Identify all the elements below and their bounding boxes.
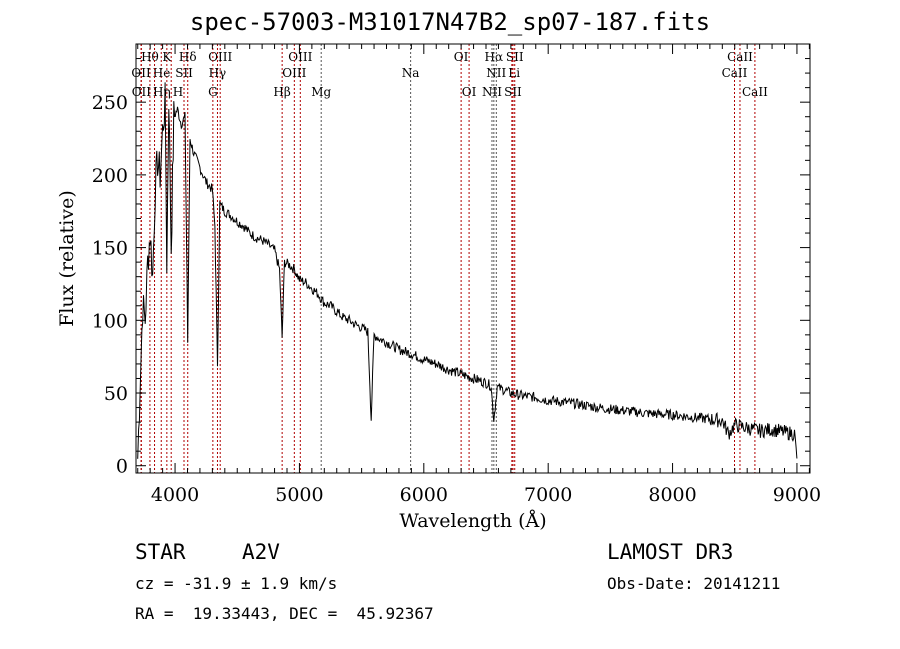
line-label-7: SII (506, 50, 524, 64)
x-tick-label: 5000 (275, 484, 323, 506)
y-tick-label: 200 (92, 165, 128, 187)
line-label-5: OI (454, 50, 469, 64)
line-label-11: SII (175, 66, 193, 80)
line-label-16: Li (508, 66, 520, 80)
line-label-23: Mg (311, 85, 331, 99)
line-label-17: CaII (722, 66, 748, 80)
line-label-27: CaII (742, 85, 768, 99)
y-tick-label: 0 (116, 456, 128, 478)
chart-title: spec-57003-M31017N47B2_sp07-187.fits (189, 8, 711, 36)
line-label-19: Hη (153, 85, 171, 99)
line-label-22: Hβ (273, 85, 290, 99)
line-label-18: OII (132, 85, 152, 99)
redshift-text: cz = -31.9 ± 1.9 km/s (135, 574, 338, 593)
line-label-2: Hδ (179, 50, 197, 64)
x-tick-label: 4000 (151, 484, 199, 506)
line-label-10: He (153, 66, 171, 80)
line-label-13: OIII (282, 66, 306, 80)
obs-date: Obs-Date: 20141211 (607, 574, 781, 593)
line-label-25: NII (482, 85, 502, 99)
line-label-6: Hα (485, 50, 504, 64)
line-label-1: K (162, 50, 172, 64)
line-label-26: SII (504, 85, 522, 99)
object-class: STAR (135, 540, 186, 564)
x-tick-label: 8000 (648, 484, 696, 506)
line-label-15: NII (486, 66, 506, 80)
ra-dec: RA = 19.33443, DEC = 45.92367 (135, 604, 434, 623)
line-label-21: G (208, 85, 218, 99)
survey-label: LAMOST DR3 (607, 540, 734, 564)
y-tick-label: 150 (92, 238, 128, 260)
line-label-4: OIII (288, 50, 312, 64)
line-label-0: Hθ (141, 50, 159, 64)
y-axis-label: Flux (relative) (56, 190, 78, 327)
x-tick-label: 6000 (400, 484, 448, 506)
line-label-20: H (173, 85, 183, 99)
y-tick-label: 50 (104, 383, 128, 405)
y-tick-label: 250 (92, 92, 128, 114)
x-tick-label: 7000 (524, 484, 572, 506)
line-label-14: Na (402, 66, 420, 80)
line-label-8: CaII (727, 50, 753, 64)
line-label-24: OI (462, 85, 477, 99)
line-label-12: Hγ (209, 66, 227, 80)
plot-frame (135, 43, 811, 474)
object-subclass: A2V (242, 540, 280, 564)
x-axis-label: Wavelength (Å) (399, 510, 546, 532)
line-label-3: OIII (208, 50, 232, 64)
y-tick-label: 100 (92, 310, 128, 332)
x-tick-label: 9000 (773, 484, 821, 506)
spectrum-line (137, 82, 798, 459)
